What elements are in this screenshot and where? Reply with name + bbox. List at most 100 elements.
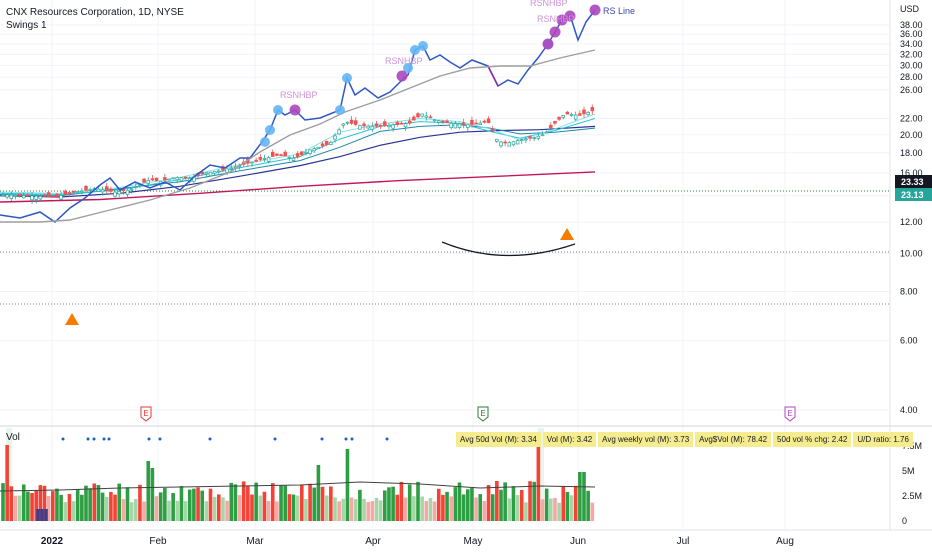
candle	[490, 126, 495, 132]
volume-bar	[432, 501, 437, 521]
symbol-title[interactable]: CNX Resources Corporation, 1D, NYSE	[6, 7, 184, 18]
close-price-badge-bg	[895, 188, 932, 201]
candle-body	[100, 189, 105, 193]
volume-bar	[499, 489, 503, 521]
candle-body	[291, 157, 296, 161]
rs-signal-label: RSNHBP	[537, 14, 575, 24]
volume-bar	[482, 501, 487, 521]
candle	[300, 151, 304, 157]
candle	[271, 149, 275, 158]
candles	[1, 104, 595, 204]
candle-body	[457, 123, 462, 128]
volume-bar	[71, 501, 76, 521]
volume-bar	[51, 491, 55, 521]
candle-body	[565, 111, 570, 115]
candle	[291, 155, 296, 162]
earnings-marker-shape	[784, 406, 796, 422]
rs-signal-label: RSNHBP	[530, 0, 568, 8]
candle	[34, 194, 38, 204]
candle	[495, 138, 499, 143]
candle	[229, 164, 234, 171]
price-tick-label: 28.00	[900, 72, 923, 82]
volume-bar	[586, 490, 590, 521]
candle	[283, 149, 287, 157]
candle	[175, 176, 180, 184]
candle	[117, 189, 121, 197]
volume-bar	[316, 465, 321, 521]
rs-line-label: RS Line	[603, 6, 635, 16]
candle	[544, 130, 549, 134]
volume-bar	[569, 495, 574, 521]
candle-body	[312, 148, 317, 152]
candle	[13, 193, 18, 200]
candle-body	[478, 122, 483, 125]
candle	[557, 116, 561, 122]
volume-bar	[42, 485, 47, 521]
candle	[349, 116, 354, 125]
volume-bar	[524, 502, 528, 521]
candle-body	[370, 125, 375, 130]
candle	[354, 117, 358, 127]
rs-new-high-before-price-dot	[542, 38, 554, 50]
rs-new-high-dot	[265, 125, 275, 135]
volume-bar	[187, 489, 192, 521]
earnings-marker: E	[140, 406, 152, 422]
candle	[51, 195, 55, 198]
volume-bar	[250, 494, 254, 521]
candle-body	[474, 122, 478, 125]
candle	[399, 121, 404, 125]
indicator-name[interactable]: Swings 1	[6, 20, 47, 31]
candle	[461, 118, 466, 129]
candle	[316, 146, 321, 150]
currency-label: USD	[900, 4, 920, 14]
volume-bar	[5, 445, 9, 521]
candle	[179, 177, 184, 182]
earnings-marker-label: E	[143, 409, 148, 418]
volume-bar	[374, 497, 379, 521]
volume-bar	[320, 486, 325, 521]
volume-signal-dot	[350, 437, 354, 441]
volume-bars	[1, 445, 595, 521]
candle-body	[171, 177, 175, 180]
volume-bar	[337, 501, 341, 521]
candle-body	[17, 193, 22, 196]
volume-label[interactable]: Vol	[6, 432, 20, 443]
candle-body	[428, 116, 433, 119]
volume-bar	[553, 497, 557, 521]
candle-body	[5, 194, 9, 198]
candle-body	[55, 193, 59, 197]
volume-bar	[262, 491, 267, 521]
candle-body	[549, 124, 553, 128]
volume-bar	[246, 486, 250, 521]
volume-bar	[9, 486, 14, 521]
volume-bar	[578, 472, 582, 521]
candle-body	[324, 140, 329, 145]
candle-body	[320, 143, 325, 147]
candle-body	[183, 176, 188, 179]
earnings-marker-shape	[477, 406, 489, 422]
candle-body	[208, 171, 213, 177]
candle	[478, 120, 483, 125]
candle	[26, 193, 30, 197]
earnings-marker: E	[784, 406, 796, 422]
volume-bar	[383, 490, 387, 521]
volume-bar	[21, 484, 26, 521]
volume-bar	[117, 483, 121, 521]
candle	[511, 141, 516, 147]
candle-body	[490, 128, 495, 132]
volume-bar	[445, 491, 449, 521]
volume-tick-label: 2.5M	[902, 491, 922, 501]
candle-body	[383, 121, 387, 126]
ma-21-line	[0, 124, 596, 197]
candle-body	[275, 153, 279, 156]
rs-new-high-before-price-dot	[396, 70, 408, 82]
candle-body	[179, 177, 184, 182]
volume-signal-dot	[344, 437, 348, 441]
candle	[345, 121, 350, 126]
candle-body	[345, 121, 350, 124]
candle-body	[412, 116, 416, 121]
volume-bar	[200, 490, 204, 521]
candle	[258, 154, 263, 162]
